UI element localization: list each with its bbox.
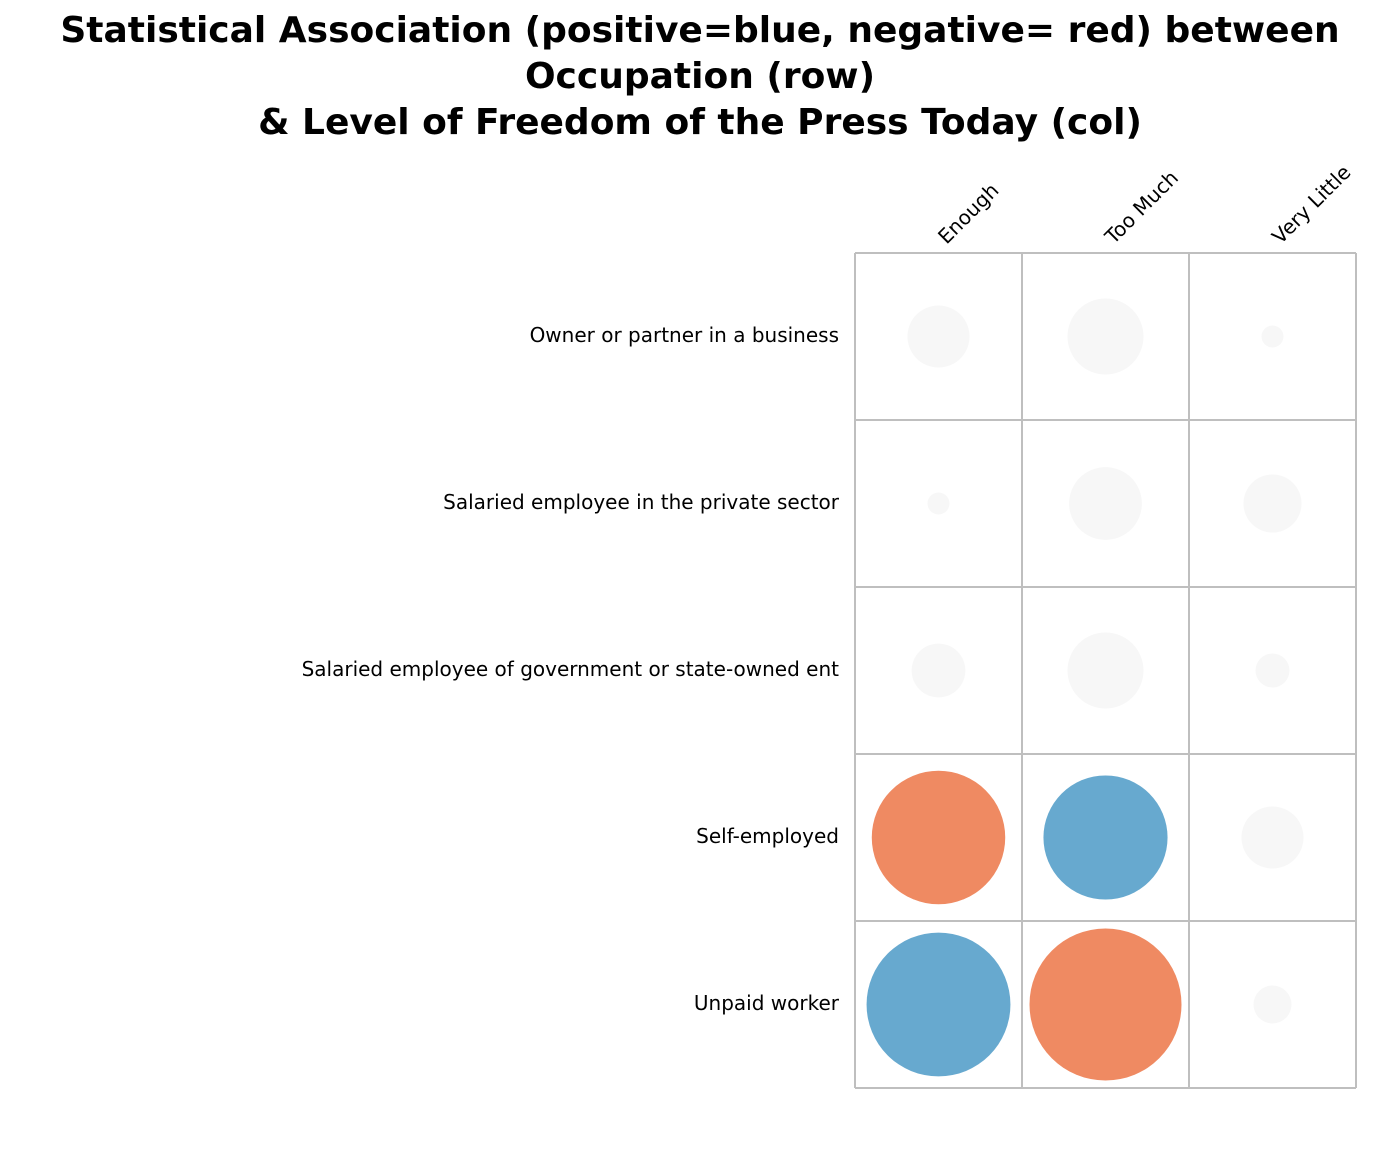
row-label-1: Salaried employee in the private sector: [443, 490, 840, 514]
cell-circle-r0-c2: [1261, 325, 1284, 348]
cell-circle-r1-c0: [927, 492, 950, 515]
cell-circle-r4-c2: [1253, 985, 1292, 1024]
cell-circle-r2-c0: [911, 643, 966, 698]
col-label-2: Very Little: [1267, 160, 1355, 248]
cell-circle-r2-c1: [1067, 632, 1144, 709]
cell-circle-r0-c0: [907, 305, 970, 368]
col-label-0: Enough: [933, 178, 1003, 248]
chart-title: Statistical Association (positive=blue, …: [0, 8, 1400, 146]
cell-circle-r1-c2: [1243, 474, 1302, 533]
row-label-4: Unpaid worker: [694, 991, 840, 1015]
cell-circle-r3-c0: [871, 770, 1006, 905]
cell-circle-r3-c1: [1043, 775, 1168, 900]
row-label-2: Salaried employee of government or state…: [302, 657, 840, 681]
cell-circle-r2-c2: [1255, 653, 1290, 688]
cell-circle-r1-c1: [1069, 467, 1142, 540]
cell-circle-r3-c2: [1241, 806, 1304, 869]
col-label-1: Too Much: [1099, 166, 1183, 250]
chart-title-line-1: Statistical Association (positive=blue, …: [60, 10, 1340, 51]
cell-circle-r0-c1: [1067, 298, 1144, 375]
cell-circle-r4-c0: [866, 932, 1011, 1077]
row-label-0: Owner or partner in a business: [530, 323, 839, 347]
row-label-3: Self-employed: [696, 824, 839, 848]
chart-title-line-2: Occupation (row): [524, 56, 876, 97]
cell-circle-r4-c1: [1029, 928, 1182, 1081]
chart-title-line-3: & Level of Freedom of the Press Today (c…: [258, 102, 1142, 143]
